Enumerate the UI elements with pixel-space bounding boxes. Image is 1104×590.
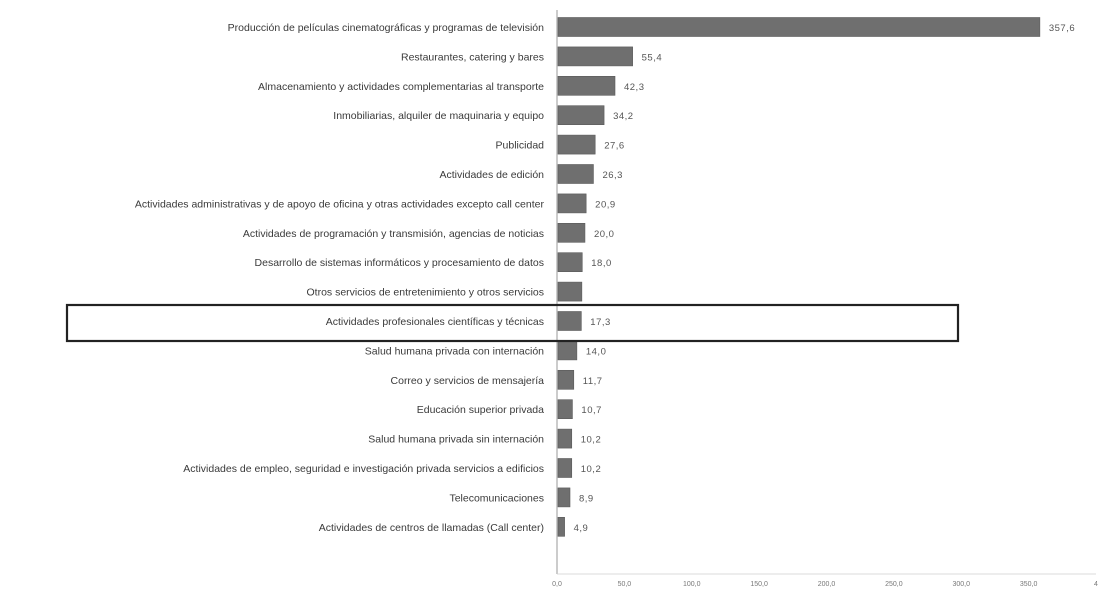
data-label: 4,9	[574, 523, 589, 534]
data-label: 18,0	[591, 258, 612, 269]
category-label: Desarrollo de sistemas informáticos y pr…	[255, 257, 544, 269]
data-label: 55,4	[642, 52, 663, 63]
category-label: Actividades de edición	[440, 169, 545, 181]
category-label: Correo y servicios de mensajería	[391, 375, 545, 387]
bar	[557, 458, 573, 478]
bar	[557, 516, 565, 537]
data-label: 10,2	[581, 464, 602, 475]
category-label: Inmobiliarias, alquiler de maquinaria y …	[333, 110, 544, 122]
data-label: 10,2	[581, 435, 602, 446]
bar	[557, 311, 582, 331]
bar	[557, 17, 1041, 37]
category-label: Producción de películas cinematográficas…	[228, 22, 544, 34]
bar	[557, 105, 605, 125]
category-label: Publicidad	[496, 140, 545, 152]
x-tick-label: 150,0	[750, 581, 768, 588]
category-label: Restaurantes, catering y bares	[401, 51, 544, 63]
category-label: Actividades de empleo, seguridad e inves…	[183, 463, 544, 475]
category-label: Salud humana privada con internación	[365, 345, 544, 357]
bar	[557, 252, 583, 272]
x-tick-label: 0,0	[552, 581, 562, 588]
data-label: 14,0	[586, 346, 607, 357]
bar	[557, 193, 587, 214]
bar	[557, 134, 596, 155]
x-tick-label: 200,0	[818, 581, 836, 588]
bar	[557, 76, 616, 96]
category-label: Telecomunicaciones	[449, 492, 544, 504]
category-label: Actividades profesionales científicas y …	[326, 316, 544, 328]
category-label: Actividades de centros de llamadas (Call…	[319, 522, 544, 534]
category-label: Almacenamiento y actividades complementa…	[258, 81, 544, 93]
data-label: 10,7	[581, 405, 602, 416]
bar	[557, 281, 583, 302]
x-tick-label: 4	[1094, 581, 1098, 588]
highlight-box	[65, 303, 960, 343]
x-tick-label: 50,0	[618, 581, 632, 588]
category-label: Actividades administrativas y de apoyo d…	[135, 198, 545, 210]
bar	[557, 487, 571, 508]
data-label: 34,2	[613, 111, 634, 122]
category-label: Actividades de programación y transmisió…	[243, 228, 544, 240]
x-tick-label: 350,0	[1020, 581, 1038, 588]
data-label: 20,9	[595, 199, 616, 210]
bar	[557, 428, 573, 449]
category-label: Salud humana privada sin internación	[368, 434, 544, 446]
category-label: Otros servicios de entretenimiento y otr…	[306, 287, 544, 299]
bar	[557, 223, 586, 243]
x-tick-label: 100,0	[683, 581, 701, 588]
data-label: 17,3	[590, 317, 611, 328]
category-label: Educación superior privada	[417, 404, 544, 416]
bar	[557, 340, 578, 361]
bar	[557, 164, 594, 184]
data-label: 26,3	[602, 170, 623, 181]
data-label: 357,6	[1049, 23, 1075, 34]
x-tick-label: 300,0	[952, 581, 970, 588]
data-label: 42,3	[624, 82, 645, 93]
data-label: 27,6	[604, 141, 625, 152]
bar	[557, 399, 573, 420]
bar	[557, 369, 575, 390]
data-label: 11,7	[583, 376, 603, 387]
data-label: 8,9	[579, 493, 594, 504]
bar	[557, 46, 633, 67]
x-tick-label: 250,0	[885, 581, 903, 588]
data-label: 20,0	[594, 229, 615, 240]
